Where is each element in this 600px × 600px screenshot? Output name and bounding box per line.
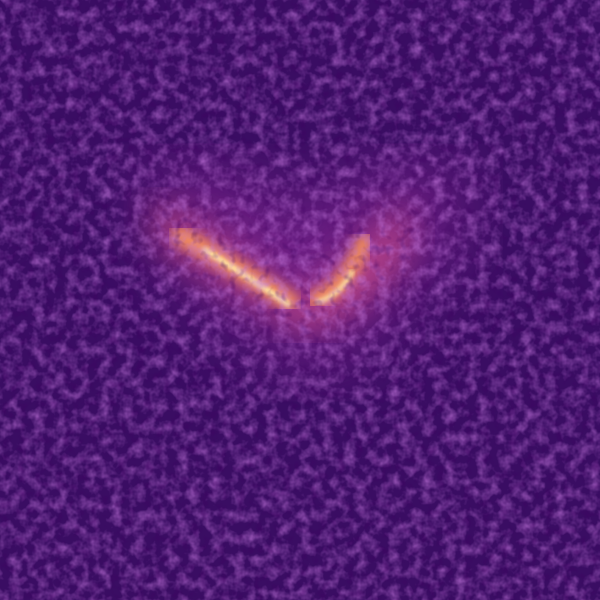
fluorescence-image [0,0,600,600]
fluorescence-image-viewport [0,0,600,600]
dark-speckle-texture [0,0,600,600]
